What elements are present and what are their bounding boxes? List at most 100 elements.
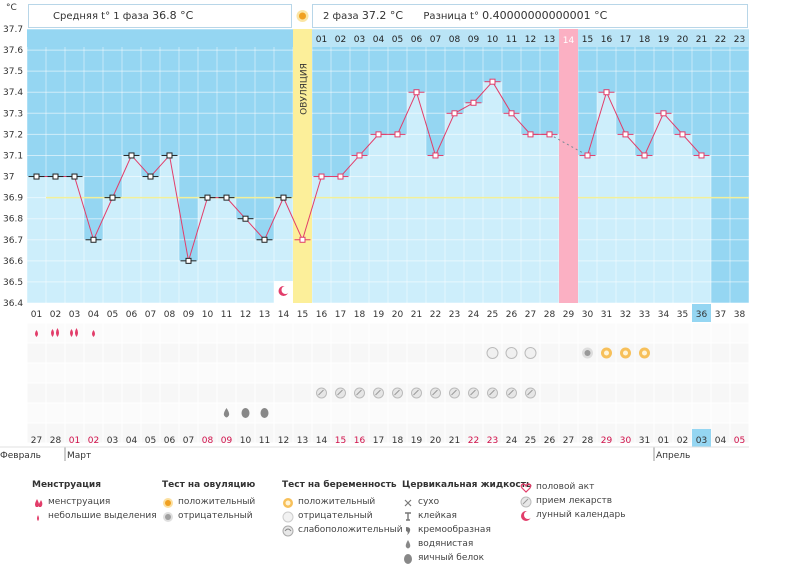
date-label[interactable]: 24 bbox=[506, 436, 518, 446]
marker-cell[interactable] bbox=[730, 323, 749, 343]
cycle-day-label[interactable]: 11 bbox=[221, 310, 232, 320]
temperature-point[interactable] bbox=[546, 131, 553, 138]
temperature-point[interactable] bbox=[394, 131, 401, 138]
marker-cell[interactable] bbox=[103, 403, 122, 423]
marker-cell[interactable] bbox=[407, 343, 426, 363]
marker-cell[interactable] bbox=[46, 423, 65, 443]
cycle-day-label[interactable]: 36 bbox=[696, 310, 708, 320]
marker-cell[interactable] bbox=[103, 323, 122, 343]
marker-cell[interactable] bbox=[540, 343, 559, 363]
marker-cell[interactable] bbox=[597, 383, 616, 403]
marker-cell[interactable] bbox=[198, 363, 217, 383]
marker-cell[interactable] bbox=[350, 363, 369, 383]
marker-cell[interactable] bbox=[255, 323, 274, 343]
marker-cell[interactable] bbox=[673, 383, 692, 403]
marker-cell[interactable] bbox=[46, 363, 65, 383]
marker-cell[interactable] bbox=[274, 323, 293, 343]
marker-cell[interactable] bbox=[426, 343, 445, 363]
marker-cell[interactable] bbox=[331, 343, 350, 363]
marker-cell[interactable] bbox=[141, 383, 160, 403]
marker-cell[interactable] bbox=[388, 363, 407, 383]
marker-cell[interactable] bbox=[445, 363, 464, 383]
marker-cell[interactable] bbox=[236, 383, 255, 403]
cycle-day-label[interactable]: 32 bbox=[620, 310, 631, 320]
marker-cell[interactable] bbox=[464, 323, 483, 343]
cycle-day-label[interactable]: 03 bbox=[69, 310, 80, 320]
date-label[interactable]: 01 bbox=[658, 436, 669, 446]
marker-cell[interactable] bbox=[160, 423, 179, 443]
marker-cell[interactable] bbox=[597, 403, 616, 423]
marker-cell[interactable] bbox=[654, 343, 673, 363]
marker-cell[interactable] bbox=[293, 323, 312, 343]
temperature-point[interactable] bbox=[527, 131, 534, 138]
marker-cell[interactable] bbox=[426, 403, 445, 423]
marker-cell[interactable] bbox=[312, 343, 331, 363]
marker-cell[interactable] bbox=[179, 383, 198, 403]
temperature-point[interactable] bbox=[584, 152, 591, 159]
marker-cell[interactable] bbox=[312, 323, 331, 343]
marker-cell[interactable] bbox=[84, 423, 103, 443]
marker-cell[interactable] bbox=[255, 363, 274, 383]
date-label[interactable]: 08 bbox=[202, 436, 214, 446]
date-label[interactable]: 19 bbox=[411, 436, 423, 446]
marker-cell[interactable] bbox=[407, 423, 426, 443]
marker-cell[interactable] bbox=[274, 383, 293, 403]
marker-cell[interactable] bbox=[559, 363, 578, 383]
marker-cell[interactable] bbox=[540, 383, 559, 403]
cycle-day-label[interactable]: 07 bbox=[145, 310, 156, 320]
marker-cell[interactable] bbox=[369, 343, 388, 363]
date-label[interactable]: 06 bbox=[164, 436, 176, 446]
marker-cell[interactable] bbox=[388, 323, 407, 343]
marker-cell[interactable] bbox=[65, 383, 84, 403]
marker-cell[interactable] bbox=[597, 363, 616, 383]
marker-cell[interactable] bbox=[217, 343, 236, 363]
marker-cell[interactable] bbox=[597, 423, 616, 443]
marker-cell[interactable] bbox=[578, 323, 597, 343]
date-label[interactable]: 14 bbox=[316, 436, 328, 446]
temperature-point[interactable] bbox=[223, 194, 230, 201]
marker-cell[interactable] bbox=[160, 343, 179, 363]
marker-cell[interactable] bbox=[312, 363, 331, 383]
marker-cell[interactable] bbox=[331, 323, 350, 343]
marker-cell[interactable] bbox=[27, 403, 46, 423]
marker-cell[interactable] bbox=[616, 423, 635, 443]
marker-cell[interactable] bbox=[540, 363, 559, 383]
marker-cell[interactable] bbox=[711, 403, 730, 423]
date-label[interactable]: 26 bbox=[544, 436, 556, 446]
cycle-day-label[interactable]: 13 bbox=[259, 310, 270, 320]
temperature-point[interactable] bbox=[71, 173, 78, 180]
marker-cell[interactable] bbox=[350, 423, 369, 443]
marker-cell[interactable] bbox=[635, 383, 654, 403]
marker-cell[interactable] bbox=[236, 363, 255, 383]
cycle-day-label[interactable]: 30 bbox=[582, 310, 594, 320]
marker-cell[interactable] bbox=[616, 363, 635, 383]
marker-cell[interactable] bbox=[654, 323, 673, 343]
marker-cell[interactable] bbox=[141, 323, 160, 343]
marker-cell[interactable] bbox=[122, 343, 141, 363]
temperature-point[interactable] bbox=[641, 152, 648, 159]
date-label[interactable]: 01 bbox=[69, 436, 80, 446]
marker-cell[interactable] bbox=[103, 343, 122, 363]
marker-cell[interactable] bbox=[369, 363, 388, 383]
temperature-point[interactable] bbox=[318, 173, 325, 180]
temperature-point[interactable] bbox=[261, 236, 268, 243]
marker-cell[interactable] bbox=[578, 403, 597, 423]
cycle-day-label[interactable]: 28 bbox=[544, 310, 556, 320]
marker-cell[interactable] bbox=[559, 403, 578, 423]
date-label[interactable]: 04 bbox=[126, 436, 138, 446]
date-label[interactable]: 20 bbox=[430, 436, 442, 446]
marker-cell[interactable] bbox=[692, 323, 711, 343]
date-label[interactable]: 30 bbox=[620, 436, 632, 446]
marker-cell[interactable] bbox=[445, 403, 464, 423]
marker-cell[interactable] bbox=[540, 423, 559, 443]
marker-cell[interactable] bbox=[160, 323, 179, 343]
cycle-day-label[interactable]: 04 bbox=[88, 310, 100, 320]
marker-cell[interactable] bbox=[331, 363, 350, 383]
marker-cell[interactable] bbox=[255, 343, 274, 363]
marker-cell[interactable] bbox=[521, 403, 540, 423]
marker-cell[interactable] bbox=[483, 323, 502, 343]
marker-cell[interactable] bbox=[635, 363, 654, 383]
date-label[interactable]: 05 bbox=[734, 436, 745, 446]
cycle-day-label[interactable]: 35 bbox=[677, 310, 688, 320]
cycle-day-label[interactable]: 31 bbox=[601, 310, 612, 320]
